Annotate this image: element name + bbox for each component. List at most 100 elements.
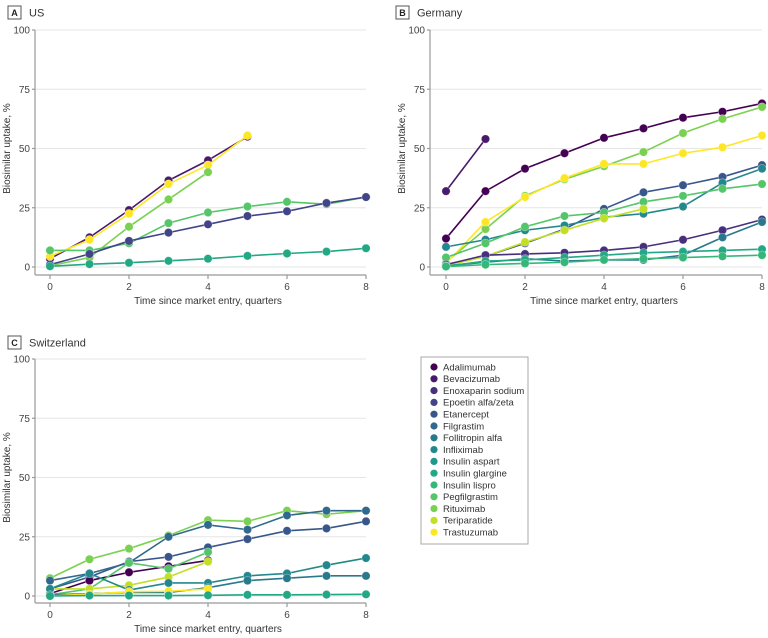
data-point <box>203 547 213 557</box>
x-tick-label: 2 <box>126 282 132 293</box>
data-point <box>361 571 371 581</box>
y-axis-title: Biosimilar uptake, % <box>2 103 13 194</box>
data-point <box>203 520 213 530</box>
y-tick-label: 25 <box>414 203 426 214</box>
series-trastuzumab <box>45 130 253 261</box>
data-point <box>321 590 331 600</box>
data-point <box>480 134 490 144</box>
data-point <box>203 557 213 567</box>
data-point <box>520 258 530 268</box>
y-tick-label: 0 <box>419 263 425 274</box>
legend-swatch <box>430 446 438 454</box>
legend-label: Teriparatide <box>443 516 493 527</box>
y-tick-label: 25 <box>19 203 31 214</box>
y-tick-label: 25 <box>19 532 31 543</box>
data-point <box>480 186 490 196</box>
data-point <box>45 245 55 255</box>
data-point <box>717 232 727 242</box>
data-point <box>678 180 688 190</box>
legend-item: Insulin glargine <box>430 469 507 480</box>
data-point <box>203 254 213 264</box>
data-point <box>638 254 648 264</box>
data-point <box>85 568 95 578</box>
data-point <box>85 249 95 259</box>
y-tick-label: 100 <box>13 26 30 37</box>
y-tick-label: 0 <box>24 263 30 274</box>
data-point <box>678 113 688 123</box>
legend-item: Enoxaparin sodium <box>430 386 524 397</box>
x-tick-label: 8 <box>759 282 765 293</box>
data-point <box>480 238 490 248</box>
data-point <box>757 102 767 112</box>
data-point <box>164 532 174 542</box>
legend-label: Rituximab <box>443 504 485 515</box>
data-point <box>164 256 174 266</box>
legend-label: Follitropin alfa <box>443 433 503 444</box>
legend-item: Infliximab <box>430 445 483 456</box>
series-line <box>49 134 248 258</box>
legend-item: Teriparatide <box>430 516 493 527</box>
data-point <box>45 576 55 586</box>
data-point <box>638 187 648 197</box>
legend-item: Etanercept <box>430 410 489 421</box>
data-point <box>441 242 451 252</box>
data-point <box>361 506 371 516</box>
legend-label: Epoetin alfa/zeta <box>443 398 514 409</box>
data-point <box>678 128 688 138</box>
data-point <box>164 552 174 562</box>
data-point <box>520 192 530 202</box>
data-point <box>282 248 292 258</box>
data-point <box>321 571 331 581</box>
x-tick-label: 8 <box>363 282 369 293</box>
x-axis-title: Time since market entry, quarters <box>134 296 282 307</box>
data-point <box>638 147 648 157</box>
panel-switzerland: C Switzerland 0 25 50 75 100 0 2 4 6 8 Time since ma… <box>2 335 371 635</box>
legend-item: Rituximab <box>430 504 485 515</box>
data-point <box>282 590 292 600</box>
series-insulin-lispro <box>441 250 767 272</box>
data-point <box>243 576 253 586</box>
data-point <box>678 191 688 201</box>
data-point <box>243 202 253 212</box>
data-point <box>321 247 331 257</box>
data-point <box>757 164 767 174</box>
series-bevacizumab <box>45 132 253 264</box>
legend-swatch <box>430 375 438 383</box>
y-tick-label: 75 <box>19 414 31 425</box>
data-point <box>203 167 213 177</box>
x-tick-label: 4 <box>205 610 211 621</box>
legend-label: Insulin glargine <box>443 469 507 480</box>
data-point <box>45 591 55 601</box>
data-point <box>757 130 767 140</box>
data-point <box>678 148 688 158</box>
panel-letter-box <box>7 335 22 350</box>
data-point <box>164 218 174 228</box>
data-point <box>124 236 134 246</box>
panel-us: A US 0 25 50 75 100 0 2 4 6 8 Time since market entr… <box>2 5 371 307</box>
legend-swatch <box>430 505 438 513</box>
data-point <box>361 553 371 563</box>
data-point <box>321 523 331 533</box>
series-line <box>445 208 644 267</box>
data-point <box>85 591 95 601</box>
data-point <box>599 213 609 223</box>
data-point <box>124 209 134 219</box>
data-point <box>124 591 134 601</box>
data-point <box>559 225 569 235</box>
x-tick-label: 6 <box>284 610 290 621</box>
data-point <box>441 234 451 244</box>
y-tick-label: 75 <box>19 85 31 96</box>
series-adalimumab <box>441 98 767 244</box>
data-point <box>638 123 648 133</box>
y-axis-title: Biosimilar uptake, % <box>2 432 13 523</box>
legend-item: Insulin aspart <box>430 457 500 468</box>
data-point <box>85 259 95 269</box>
data-point <box>203 590 213 600</box>
legend-item: Insulin lispro <box>430 480 496 491</box>
legend-swatch <box>430 528 438 536</box>
data-point <box>124 222 134 232</box>
data-point <box>599 255 609 265</box>
data-point <box>717 142 727 152</box>
